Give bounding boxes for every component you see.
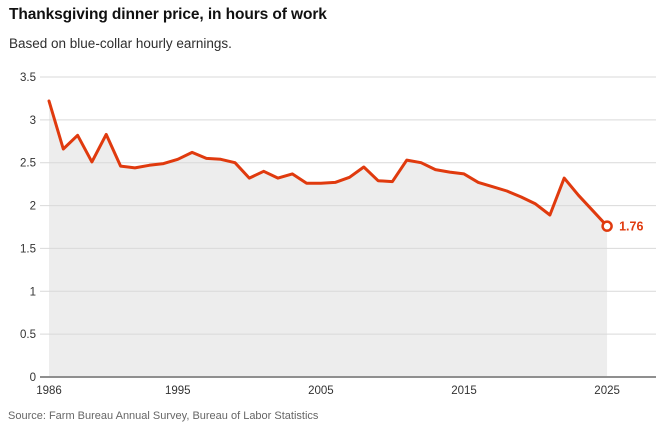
y-tick-label: 0 (30, 372, 36, 384)
price-line (47, 99, 609, 228)
y-tick-label: 3 (30, 115, 36, 127)
end-point-marker (601, 220, 613, 232)
x-tick-label: 2015 (451, 385, 477, 397)
y-tick-label: 1.5 (20, 243, 36, 255)
x-tick-label: 2005 (308, 385, 334, 397)
area-fill (49, 101, 608, 377)
y-tick-label: 2 (30, 201, 36, 213)
x-tick-label: 1995 (165, 385, 191, 397)
y-tick-label: 1 (30, 286, 36, 298)
x-tick-label: 2025 (594, 385, 620, 397)
end-value-label: 1.76 (619, 220, 643, 234)
y-tick-label: 3.5 (20, 72, 36, 84)
chart-subtitle: Based on blue-collar hourly earnings. (9, 36, 232, 51)
y-tick-label: 0.5 (20, 329, 36, 341)
chart-title: Thanksgiving dinner price, in hours of w… (9, 6, 327, 23)
y-tick-label: 2.5 (20, 158, 36, 170)
x-tick-label: 1986 (36, 385, 62, 397)
source-note: Source: Farm Bureau Annual Survey, Burea… (8, 410, 319, 422)
